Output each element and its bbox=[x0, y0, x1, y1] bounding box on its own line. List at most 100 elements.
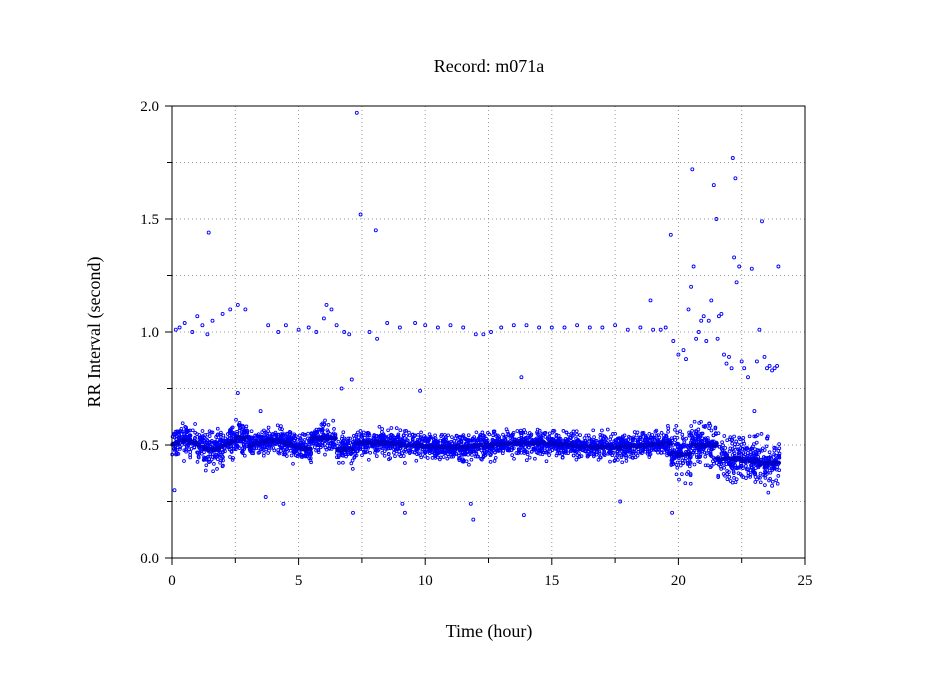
band-point bbox=[692, 419, 697, 424]
band-point bbox=[716, 473, 721, 478]
band-core-point bbox=[476, 443, 481, 447]
band-core-point bbox=[639, 443, 643, 448]
band-point bbox=[639, 435, 643, 440]
band-point bbox=[728, 446, 733, 451]
band-point bbox=[704, 451, 709, 456]
data-point bbox=[220, 311, 225, 316]
data-point bbox=[752, 409, 757, 414]
band-point bbox=[182, 431, 186, 436]
band-point bbox=[192, 445, 197, 449]
band-point bbox=[652, 436, 657, 440]
band-point bbox=[281, 448, 286, 453]
band-core-point bbox=[449, 445, 454, 449]
band-point bbox=[683, 458, 687, 463]
band-point bbox=[210, 430, 215, 435]
band-point bbox=[728, 435, 733, 440]
band-point bbox=[659, 431, 664, 435]
band-point bbox=[202, 439, 206, 443]
band-core-point bbox=[706, 443, 710, 447]
band-core-point bbox=[642, 442, 646, 446]
band-point bbox=[664, 434, 669, 439]
band-point bbox=[678, 463, 683, 468]
band-point bbox=[678, 448, 683, 452]
data-point bbox=[190, 330, 195, 334]
band-point bbox=[291, 461, 295, 466]
band-point bbox=[687, 430, 691, 435]
band-point bbox=[515, 429, 520, 433]
band-core-point bbox=[547, 440, 551, 445]
data-point bbox=[765, 366, 769, 371]
band-point bbox=[608, 459, 612, 464]
data-point bbox=[276, 330, 281, 334]
band-point bbox=[382, 436, 387, 440]
band-point bbox=[562, 446, 566, 451]
band-point bbox=[302, 433, 306, 437]
band-point bbox=[365, 449, 370, 454]
band-core-point bbox=[634, 445, 638, 449]
band-core-point bbox=[477, 446, 481, 450]
band-core-point bbox=[524, 441, 528, 445]
band-point bbox=[647, 453, 652, 457]
band-core-point bbox=[719, 456, 723, 460]
band-point bbox=[466, 452, 470, 457]
band-point bbox=[675, 442, 679, 446]
band-point bbox=[207, 440, 212, 445]
band-point bbox=[616, 436, 621, 441]
band-point bbox=[450, 441, 455, 446]
band-point bbox=[759, 432, 764, 436]
data-point bbox=[402, 510, 407, 515]
band-point bbox=[285, 431, 289, 436]
data-point bbox=[704, 339, 709, 343]
band-point bbox=[461, 458, 466, 463]
band-point bbox=[412, 450, 417, 455]
band-core-point bbox=[745, 457, 749, 462]
band-point bbox=[767, 466, 771, 470]
band-point bbox=[416, 432, 420, 437]
band-point bbox=[489, 450, 493, 455]
band-point bbox=[236, 422, 241, 427]
data-point bbox=[385, 321, 390, 325]
band-point bbox=[350, 467, 355, 471]
band-point bbox=[624, 453, 629, 458]
band-point bbox=[686, 470, 691, 474]
band-point bbox=[491, 429, 496, 434]
band-point bbox=[519, 433, 524, 438]
band-point bbox=[741, 439, 746, 443]
band-core-point bbox=[571, 443, 575, 447]
band-point bbox=[256, 432, 261, 437]
band-core-point bbox=[289, 442, 293, 446]
band-core-point bbox=[349, 448, 354, 452]
band-point bbox=[737, 435, 742, 440]
band-point bbox=[708, 423, 713, 428]
band-point bbox=[175, 452, 179, 457]
band-point bbox=[680, 444, 685, 449]
data-point bbox=[562, 325, 567, 330]
band-point bbox=[628, 454, 632, 459]
band-core-point bbox=[589, 445, 593, 449]
band-point bbox=[670, 438, 675, 443]
band-point bbox=[539, 448, 544, 453]
y-tick-label: 1.0 bbox=[140, 325, 159, 341]
band-point bbox=[331, 442, 336, 447]
band-point bbox=[688, 472, 693, 476]
band-core-point bbox=[269, 437, 274, 441]
data-point bbox=[367, 330, 372, 334]
band-point bbox=[393, 454, 397, 459]
band-point bbox=[401, 454, 406, 458]
band-core-point bbox=[439, 445, 443, 449]
band-point bbox=[609, 434, 613, 439]
band-point bbox=[696, 438, 701, 443]
band-point bbox=[184, 444, 189, 448]
band-point bbox=[493, 455, 498, 460]
data-point bbox=[324, 302, 329, 307]
y-tick-label: 2.0 bbox=[140, 99, 159, 115]
band-point bbox=[488, 460, 493, 464]
band-point bbox=[703, 424, 708, 428]
band-point bbox=[555, 451, 560, 456]
data-point bbox=[770, 368, 775, 373]
band-point bbox=[719, 461, 724, 466]
data-point bbox=[709, 298, 714, 303]
band-core-point bbox=[710, 444, 714, 448]
data-point bbox=[668, 232, 673, 237]
band-point bbox=[314, 442, 319, 447]
